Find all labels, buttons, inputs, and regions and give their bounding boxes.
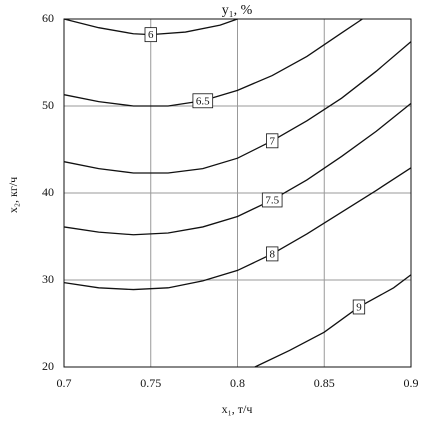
contours — [63, 18, 412, 368]
y-axis-label: x₂, кг/ч — [6, 177, 20, 213]
contour-label: 6.5 — [196, 95, 210, 107]
contour-label-box — [192, 93, 214, 109]
contour-line — [254, 274, 412, 368]
contour-label: 9 — [356, 302, 362, 314]
contour-label-box — [266, 246, 279, 262]
x-tick-label: 0.75 — [140, 376, 161, 390]
contour-label: 7 — [269, 135, 275, 147]
contour-label-box — [261, 192, 283, 208]
y-tick-label: 60 — [42, 11, 54, 25]
y-tick-label: 20 — [42, 359, 54, 373]
x-axis-label: x₁, т/ч — [222, 402, 253, 416]
x-tick-label: 0.7 — [57, 376, 72, 390]
contour-label-box — [352, 299, 366, 315]
grid — [63, 18, 412, 368]
contour-line — [63, 167, 412, 291]
contour-label-box — [144, 27, 157, 43]
contour-label: 7.5 — [265, 194, 279, 206]
contour-line — [63, 41, 412, 174]
y-tick-label: 50 — [42, 98, 54, 112]
x-tick-label: 0.9 — [404, 376, 419, 390]
y-tick-label: 40 — [42, 185, 54, 199]
contour-label: 8 — [269, 248, 275, 260]
contour-labels: 6 6.5 7 7.5 8 9 — [144, 27, 366, 315]
plot-frame — [63, 18, 412, 368]
contour-label: 6 — [148, 29, 154, 41]
y-tick-label: 30 — [42, 272, 54, 286]
x-tick-label: 0.85 — [314, 376, 335, 390]
x-tick-label: 0.8 — [230, 376, 245, 390]
chart-title: y₁, % — [222, 3, 253, 18]
contour-line — [63, 102, 412, 236]
contour-label-box — [266, 133, 279, 149]
contour-line — [63, 18, 363, 107]
